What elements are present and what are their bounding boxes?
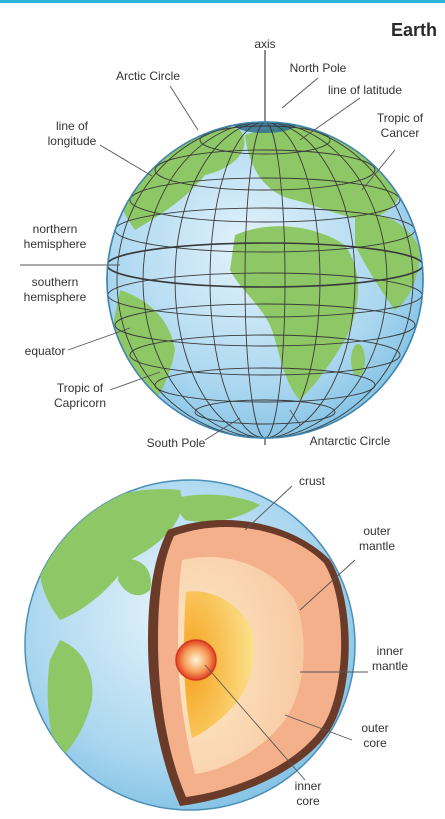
label-line-of-longitude-2: longitude [48, 134, 97, 148]
label-equator: equator [25, 344, 66, 358]
label-axis: axis [254, 37, 275, 51]
label-outer-core-2: core [363, 736, 387, 750]
label-south-pole: South Pole [147, 436, 206, 450]
label-northern-hemisphere-1: northern [33, 222, 78, 236]
label-outer-mantle-1: outer [363, 524, 390, 538]
interior-labels: crust outer mantle inner mantle outer co… [295, 474, 409, 808]
label-tropic-of-capricorn-2: Capricorn [54, 396, 106, 410]
label-north-pole: North Pole [290, 61, 347, 75]
page-title: Earth [390, 20, 437, 40]
inner-core-layer [175, 639, 217, 681]
label-inner-mantle-1: inner [377, 644, 404, 658]
label-outer-mantle-2: mantle [359, 539, 395, 553]
label-inner-core-2: core [296, 794, 320, 808]
globe [106, 50, 424, 445]
interior-leader-lines [204, 485, 368, 781]
longitude-lines [116, 122, 414, 438]
top-accent-rule [0, 0, 445, 3]
label-tropic-of-cancer-1: Tropic of [377, 111, 424, 125]
label-tropic-of-cancer-2: Cancer [381, 126, 420, 140]
globe-leader-lines [20, 77, 396, 441]
label-southern-hemisphere-1: southern [32, 275, 79, 289]
earth-interior [24, 479, 356, 811]
label-arctic-circle: Arctic Circle [116, 69, 180, 83]
label-crust: crust [299, 474, 326, 488]
label-northern-hemisphere-2: hemisphere [24, 237, 87, 251]
globe-labels: axis North Pole Arctic Circle line of la… [24, 37, 424, 450]
label-line-of-latitude: line of latitude [328, 83, 402, 97]
label-tropic-of-capricorn-1: Tropic of [57, 381, 104, 395]
label-inner-core-1: inner [295, 779, 322, 793]
label-antarctic-circle: Antarctic Circle [310, 434, 391, 448]
label-outer-core-1: outer [361, 721, 388, 735]
label-line-of-longitude-1: line of [56, 119, 89, 133]
label-inner-mantle-2: mantle [372, 659, 408, 673]
label-southern-hemisphere-2: hemisphere [24, 290, 87, 304]
